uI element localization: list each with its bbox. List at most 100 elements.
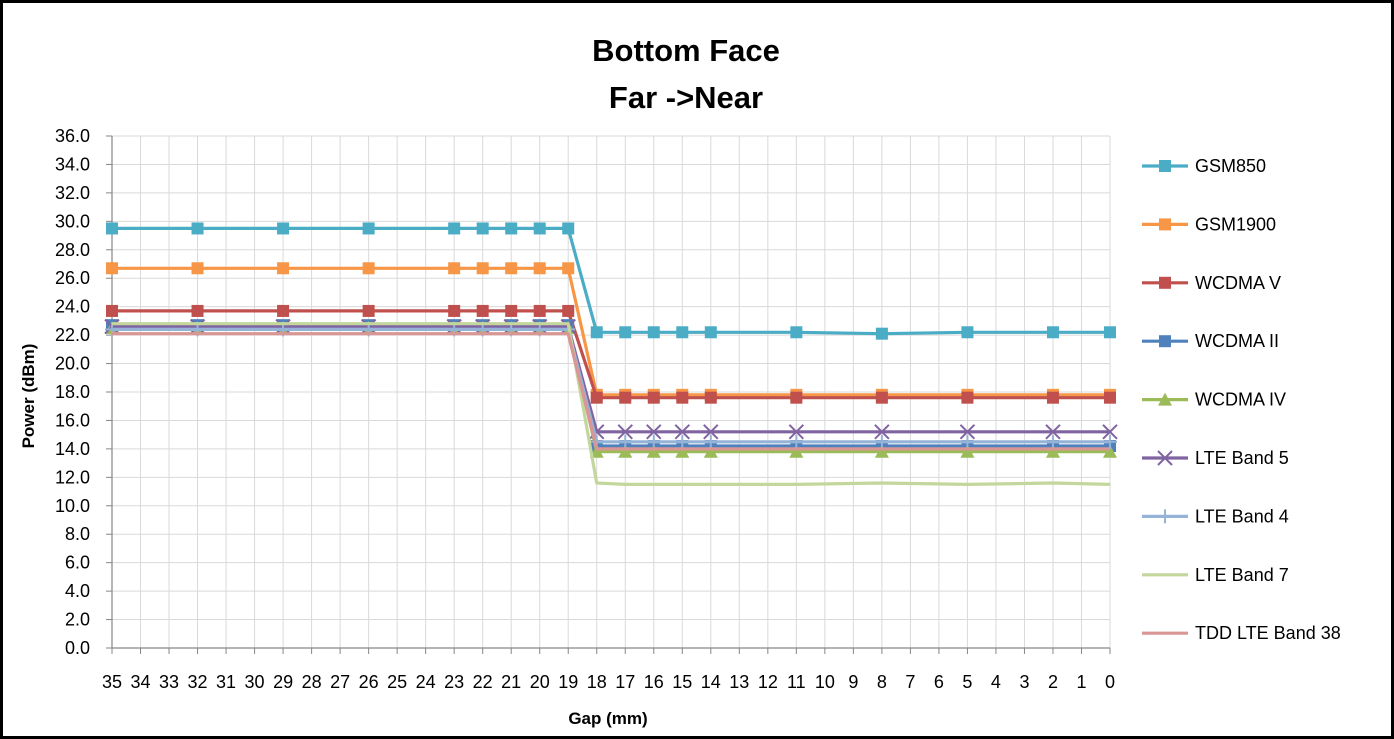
legend-label: LTE Band 4 xyxy=(1195,506,1289,526)
y-tick-label: 30.0 xyxy=(55,211,90,231)
legend-label: WCDMA V xyxy=(1195,273,1281,293)
x-tick-label: 20 xyxy=(530,672,550,692)
chart-title-line-2: Far ->Near xyxy=(609,80,763,115)
x-tick-label: 28 xyxy=(302,672,322,692)
data-point xyxy=(1104,391,1116,404)
x-tick-label: 31 xyxy=(216,672,236,692)
data-point xyxy=(277,262,290,275)
data-point xyxy=(505,222,518,235)
legend-swatch-marker xyxy=(1159,160,1171,172)
y-tick-label: 28.0 xyxy=(55,240,90,260)
data-point xyxy=(533,222,546,235)
legend-label: WCDMA II xyxy=(1195,331,1279,351)
axis-layer: 0.0 2.0 4.0 6.0 8.0 10.0 12.0 14.0 16.0 18.0 20.0 2… xyxy=(55,126,1115,692)
data-point xyxy=(676,391,689,404)
x-tick-label: 33 xyxy=(159,672,179,692)
series-2 xyxy=(106,304,1116,404)
x-tick-label: 11 xyxy=(787,672,806,692)
x-tick-label: 10 xyxy=(815,672,835,692)
y-tick-label: 12.0 xyxy=(55,467,90,487)
data-point xyxy=(875,391,888,404)
x-tick-label: 1 xyxy=(1076,672,1086,692)
data-point xyxy=(617,424,633,440)
data-point xyxy=(875,327,888,340)
series-line xyxy=(112,226,1110,336)
data-point xyxy=(362,262,375,275)
legend-entry: LTE Band 4 xyxy=(1142,506,1289,526)
data-point xyxy=(476,304,489,317)
data-point xyxy=(191,262,204,275)
data-point xyxy=(1045,434,1060,449)
series-line xyxy=(112,323,1110,448)
series-layer xyxy=(104,222,1118,486)
legend-swatch-marker xyxy=(1159,218,1171,231)
x-tick-label: 25 xyxy=(387,672,407,692)
data-point xyxy=(874,434,889,449)
data-point xyxy=(1045,444,1060,458)
chart-title-line-1: Bottom Face xyxy=(592,33,780,68)
legend-entry: LTE Band 5 xyxy=(1142,448,1289,468)
x-tick-label: 27 xyxy=(330,672,350,692)
x-tick-label: 17 xyxy=(615,672,635,692)
data-point xyxy=(646,444,661,458)
data-point xyxy=(789,434,804,449)
data-point xyxy=(619,326,632,339)
legend-label: TDD LTE Band 38 xyxy=(1195,623,1341,643)
y-tick-label: 18.0 xyxy=(55,382,90,402)
data-point xyxy=(277,304,290,317)
y-tick-label: 8.0 xyxy=(65,524,90,544)
x-tick-label: 8 xyxy=(877,672,887,692)
data-point xyxy=(675,434,690,449)
legend-label: GSM850 xyxy=(1195,156,1266,176)
data-point xyxy=(1103,434,1117,449)
x-tick-label: 9 xyxy=(848,672,858,692)
data-point xyxy=(562,262,575,275)
x-tick-label: 13 xyxy=(729,672,749,692)
data-point xyxy=(1046,391,1059,404)
data-point xyxy=(618,434,633,449)
legend-label: LTE Band 5 xyxy=(1195,448,1289,468)
data-point xyxy=(961,326,974,339)
legend-entry: TDD LTE Band 38 xyxy=(1142,623,1341,643)
data-point xyxy=(646,424,662,440)
legend-swatch-marker xyxy=(1159,335,1171,348)
legend: GSM850 GSM1900 WCDMA V WCDMA II WCDMA IV LTE … xyxy=(1142,156,1341,643)
y-tick-label: 14.0 xyxy=(55,439,90,459)
data-point xyxy=(589,444,604,458)
x-tick-label: 19 xyxy=(558,672,578,692)
series-0 xyxy=(106,222,1116,340)
data-point xyxy=(362,222,375,235)
legend-label: WCDMA IV xyxy=(1195,390,1286,410)
data-point xyxy=(533,262,546,275)
x-tick-label: 22 xyxy=(473,672,493,692)
data-point xyxy=(789,444,804,458)
data-point xyxy=(590,326,603,339)
x-tick-label: 21 xyxy=(501,672,521,692)
y-tick-label: 34.0 xyxy=(55,154,90,174)
y-tick-label: 2.0 xyxy=(65,610,90,630)
data-point xyxy=(674,424,690,440)
series-7 xyxy=(112,322,1111,486)
y-tick-label: 32.0 xyxy=(55,183,90,203)
data-point xyxy=(704,326,717,339)
data-point xyxy=(874,424,890,440)
legend-entry: WCDMA V xyxy=(1142,273,1281,293)
data-point xyxy=(703,434,718,449)
x-axis-label: Gap (mm) xyxy=(568,709,647,728)
x-tick-label: 35 xyxy=(102,672,122,692)
data-point xyxy=(362,304,375,317)
data-point xyxy=(448,304,461,317)
data-point xyxy=(106,304,118,317)
y-tick-label: 36.0 xyxy=(55,126,90,146)
data-point xyxy=(703,424,719,440)
x-tick-label: 23 xyxy=(444,672,464,692)
data-point xyxy=(1046,326,1059,339)
x-tick-label: 24 xyxy=(416,672,436,692)
data-point xyxy=(106,222,118,235)
series-line xyxy=(112,332,1110,451)
x-tick-label: 15 xyxy=(672,672,692,692)
data-point xyxy=(788,424,805,440)
data-point xyxy=(448,222,461,235)
y-axis-label: Power (dBm) xyxy=(19,344,38,449)
